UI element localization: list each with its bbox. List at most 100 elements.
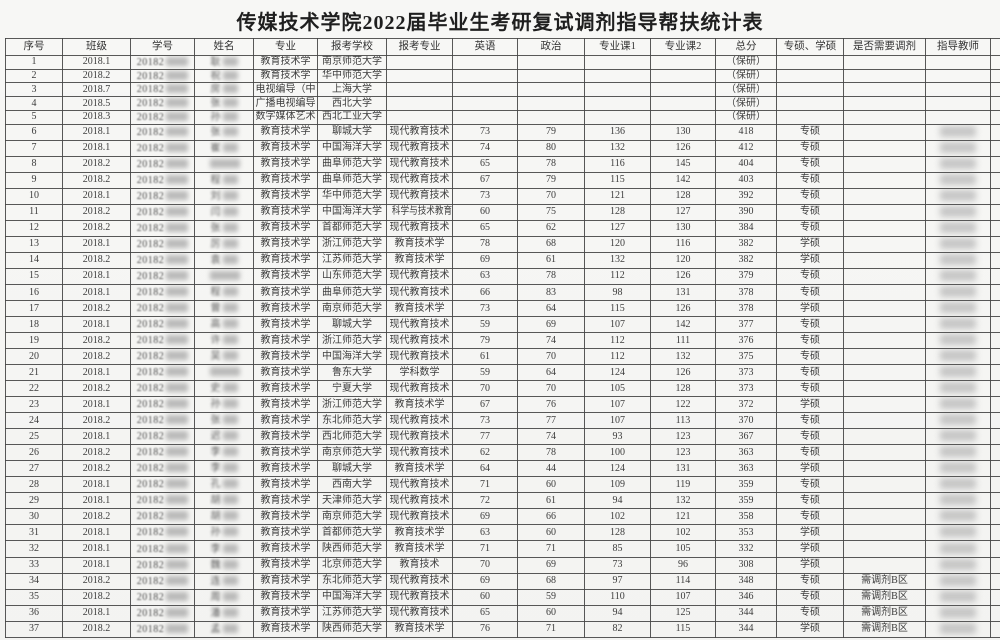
student-id-visible-prefix: 20182	[136, 399, 165, 411]
cell-advisor	[925, 604, 991, 622]
cell-major: 教育技术学	[253, 556, 318, 574]
cell-school-value: 聊城大学	[332, 126, 372, 138]
cell-adjustment	[843, 251, 926, 269]
column-header: 报考专业	[386, 38, 453, 56]
cell-politics-value: 70	[546, 350, 556, 362]
cell-index-value: 30	[29, 510, 39, 522]
cell-english-value: 67	[480, 174, 490, 186]
cell-index-value: 15	[29, 270, 39, 282]
cell-school-value: 东北师范大学	[322, 414, 382, 426]
cell-class-value: 2018.2	[82, 70, 111, 82]
cell-extra	[990, 380, 1000, 398]
student-id-visible-prefix: 20182	[136, 158, 165, 170]
name-visible-surname: 刘	[210, 190, 221, 202]
cell-student-id: 20182	[130, 316, 195, 334]
student-id-redaction-blur	[166, 190, 189, 200]
cell-course2: 102	[650, 524, 716, 542]
cell-advisor	[925, 235, 991, 253]
student-id-visible-prefix: 20182	[136, 303, 165, 315]
name-visible-surname: 孙	[210, 399, 221, 411]
advisor-redaction-blur	[940, 430, 976, 442]
advisor-redaction-blur	[940, 542, 976, 554]
cell-degree-type-value: 专硕	[800, 591, 820, 603]
cell-english: 60	[452, 588, 518, 606]
name-redaction-blur	[222, 495, 238, 505]
cell-class: 2018.2	[62, 412, 131, 430]
name-redaction-blur	[222, 543, 238, 553]
cell-major: 教育技术学	[253, 620, 318, 639]
cell-degree-type-value: 学硕	[800, 238, 820, 250]
cell-extra	[990, 428, 1000, 446]
cell-degree-type-value: 专硕	[800, 382, 820, 394]
cell-advisor	[925, 620, 991, 639]
cell-course2: 122	[650, 396, 716, 414]
cell-major-value: 教育技术学	[260, 334, 311, 346]
cell-school: 曲阜师范大学	[317, 171, 387, 189]
cell-class: 2018.2	[62, 68, 131, 84]
cell-advisor	[925, 508, 991, 526]
cell-adjustment	[843, 412, 926, 430]
cell-extra	[990, 68, 1000, 84]
cell-extra	[990, 492, 1000, 510]
cell-index: 10	[5, 187, 63, 205]
cell-degree-type: 专硕	[776, 123, 844, 141]
cell-english: 60	[452, 203, 518, 221]
cell-school: 西北大学	[317, 96, 387, 111]
cell-major: 教育技术学	[253, 380, 318, 398]
column-header-label: 专业课2	[664, 40, 702, 52]
cell-total-value: 370	[738, 414, 754, 426]
cell-adjustment	[843, 55, 926, 70]
cell-course1-value: 100	[610, 446, 625, 458]
cell-adjustment-value: 需调剂B区	[861, 575, 908, 587]
cell-politics	[517, 96, 585, 111]
cell-index-value: 35	[29, 591, 39, 603]
cell-index-value: 3	[31, 83, 37, 95]
cell-course2: 113	[650, 412, 716, 430]
advisor-redaction-blur	[940, 189, 976, 201]
cell-school: 江苏师范大学	[317, 604, 387, 622]
cell-target-major-value: 教育技术学	[394, 526, 445, 538]
cell-total: 377	[715, 316, 777, 334]
student-id-visible-prefix: 20182	[136, 575, 165, 587]
cell-course1	[584, 96, 651, 111]
cell-degree-type	[776, 82, 844, 98]
cell-adjustment-value: 需调剂B区	[861, 623, 908, 635]
cell-school-value: 浙江师范大学	[322, 398, 382, 410]
cell-index: 37	[5, 620, 63, 639]
cell-english-value: 73	[480, 302, 490, 314]
cell-student-id: 20182	[130, 588, 195, 606]
cell-english: 70	[452, 380, 518, 398]
cell-school-value: 天津师范大学	[322, 494, 382, 506]
cell-politics: 83	[517, 283, 585, 302]
name-redaction-blur	[222, 623, 238, 633]
cell-course1-value: 94	[612, 494, 623, 506]
cell-degree-type	[776, 96, 844, 111]
cell-total-value: 359	[738, 478, 754, 490]
name-visible-surname: 曾	[210, 303, 221, 315]
cell-index-value: 20	[29, 350, 39, 362]
cell-politics: 71	[517, 620, 585, 639]
cell-class-value: 2018.2	[82, 254, 111, 266]
cell-major: 教育技术学	[253, 604, 318, 622]
cell-degree-type-value: 专硕	[800, 222, 820, 234]
cell-degree-type: 学硕	[776, 300, 844, 318]
cell-total: 403	[715, 171, 777, 189]
student-id-visible-prefix: 20182	[136, 447, 165, 459]
cell-major-value: 教育技术学	[260, 286, 311, 298]
cell-major-value: 教育技术学	[260, 382, 311, 394]
cell-politics: 70	[517, 380, 585, 398]
cell-major-value: 教育技术学	[260, 591, 311, 603]
cell-advisor	[925, 380, 991, 398]
cell-advisor	[925, 55, 991, 70]
cell-target-major-value: 现代教育技术	[389, 350, 450, 362]
cell-class-value: 2018.1	[82, 430, 111, 442]
cell-school: 首都师范大学	[317, 219, 387, 237]
advisor-redaction-blur	[940, 125, 976, 137]
cell-degree-type: 专硕	[776, 155, 844, 173]
cell-extra	[990, 412, 1000, 430]
student-id-visible-prefix: 20182	[136, 254, 165, 266]
advisor-redaction-blur	[940, 205, 976, 217]
name-redaction-blur	[222, 70, 238, 80]
table-row: 1 2018.1 20182 耿 教育技术学 南京师范大学 （保研）	[5, 55, 1000, 70]
cell-school: 华中师范大学	[317, 187, 387, 205]
